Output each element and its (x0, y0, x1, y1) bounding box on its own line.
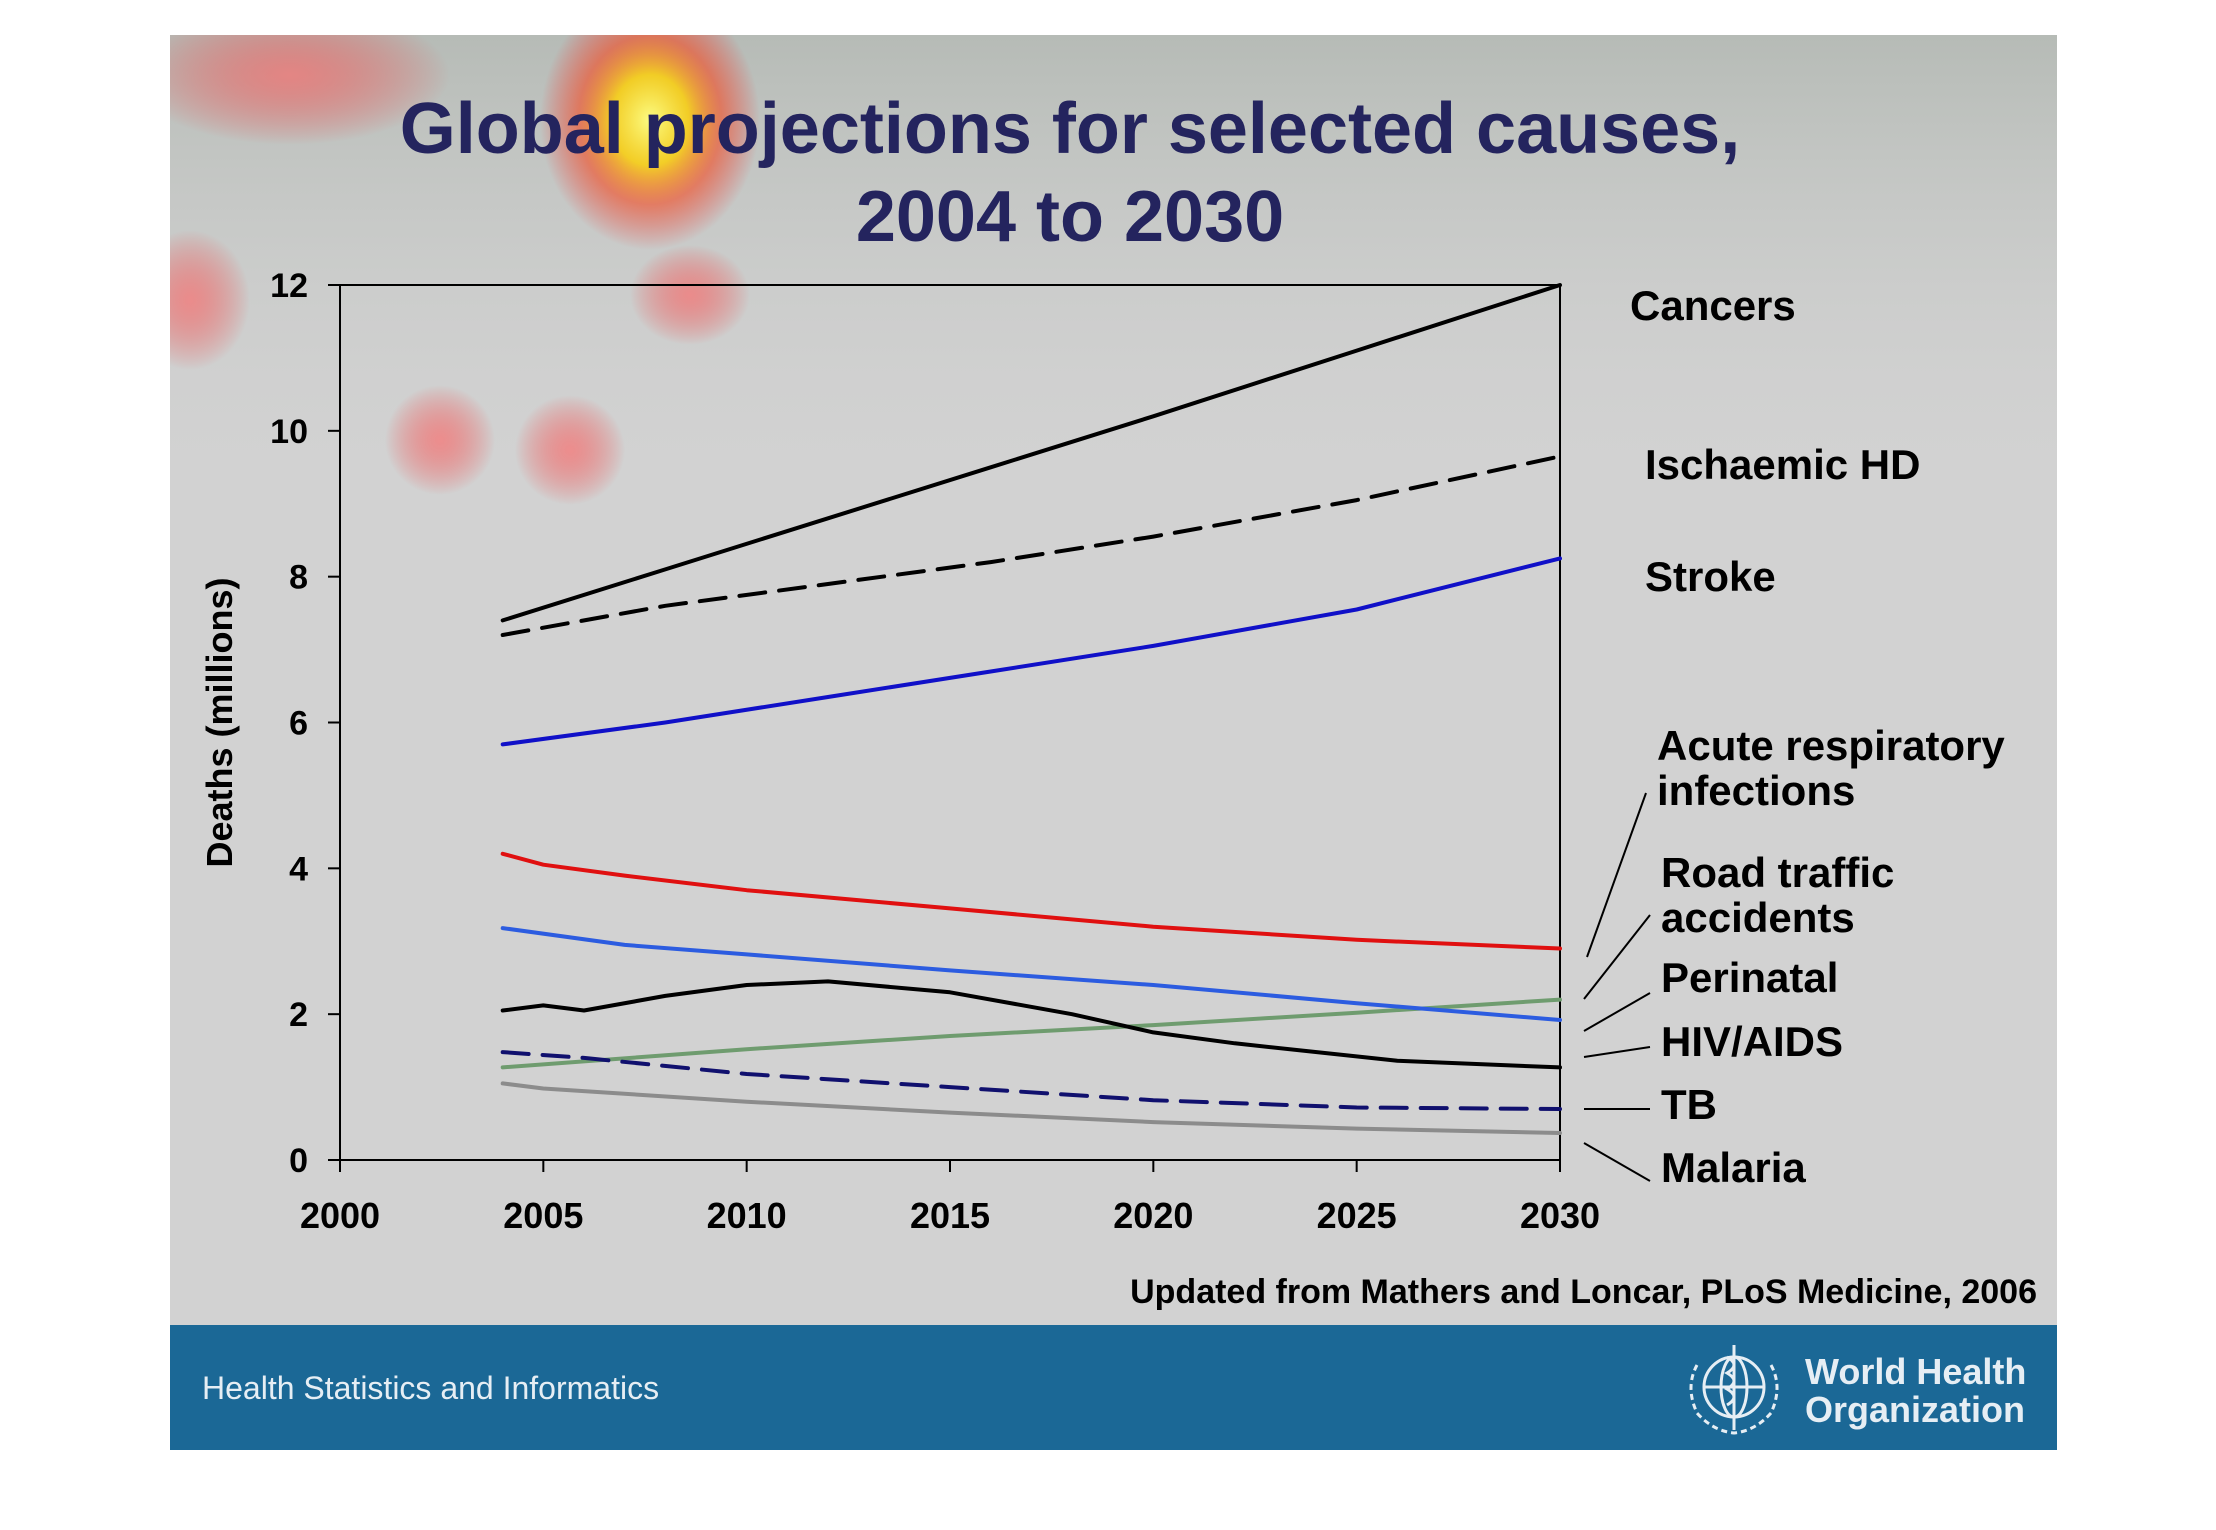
x-tick-label: 2005 (503, 1195, 583, 1236)
slide-title-line-1: Global projections for selected causes, (399, 89, 1741, 169)
line-labels: Cancers Ischaemic HD Stroke Acute respirato… (1583, 282, 2005, 1191)
line-label: TB (1661, 1081, 1717, 1128)
line-label: HIV/AIDS (1661, 1018, 1843, 1065)
who-emblem-icon (1689, 1345, 1779, 1435)
who-name: World Health Organization (1805, 1353, 2026, 1429)
x-tick-label: 2010 (707, 1195, 787, 1236)
slide-title-line-2: 2004 to 2030 (855, 177, 1285, 257)
line-label: accidents (1661, 894, 1855, 941)
y-tick-label: 10 (270, 413, 308, 451)
series-line-hiv-aids (500, 979, 1562, 1070)
y-tick-label: 12 (270, 267, 308, 305)
line-label: Acute respiratory (1657, 722, 2005, 769)
who-name-line-1: World Health (1805, 1351, 2027, 1392)
x-tick-label: 2025 (1317, 1195, 1397, 1236)
line-label: Road traffic (1661, 849, 1894, 896)
slide-title: Global projections for selected causes, … (170, 85, 1970, 261)
series-line-malaria (500, 1081, 1562, 1135)
y-tick-label: 2 (289, 996, 308, 1034)
y-tick-label: 4 (289, 850, 308, 888)
x-tick-label: 2015 (910, 1195, 990, 1236)
y-tick-label: 6 (289, 705, 308, 743)
who-name-line-2: Organization (1805, 1389, 2026, 1430)
line-label: Malaria (1661, 1144, 1806, 1191)
series-line-perinatal (500, 926, 1562, 1022)
y-tick-label: 8 (289, 559, 308, 597)
line-label: Stroke (1645, 553, 1776, 600)
series-layer (500, 283, 1562, 1135)
x-tick-label: 2030 (1520, 1195, 1600, 1236)
line-chart: 2000 2005 2010 2015 2020 2025 2030 0 2 4 6 8 10 12 Dea… (199, 267, 2005, 1236)
y-tick-label: 0 (289, 1142, 308, 1180)
source-note: Updated from Mathers and Loncar, PLoS Me… (1130, 1273, 2037, 1311)
series-line-road-traffic-accidents (500, 997, 1562, 1070)
series-line-tb (500, 1050, 1562, 1111)
x-tick-label: 2000 (300, 1195, 380, 1236)
label-leader-line (1583, 1142, 1651, 1182)
series-line-cancers (500, 283, 1562, 623)
plot-frame (339, 284, 1561, 1161)
label-leader-line (1586, 792, 1647, 958)
label-leader-line (1583, 1046, 1651, 1058)
label-leader-line (1583, 992, 1651, 1032)
x-tick-label: 2020 (1113, 1195, 1193, 1236)
series-line-stroke (500, 556, 1562, 747)
slide: Global projections for selected causes, … (170, 35, 2057, 1450)
footer-text: Health Statistics and Informatics (202, 1370, 660, 1406)
y-axis-label: Deaths (millions) (199, 577, 240, 867)
label-leader-line (1583, 914, 1651, 1000)
line-label: Ischaemic HD (1645, 441, 1920, 488)
series-line-ischaemic-hd (500, 454, 1562, 637)
series-line-acute-respiratory-infections (500, 851, 1562, 951)
chart-axes: 2000 2005 2010 2015 2020 2025 2030 0 2 4 6 8 10 12 Dea… (199, 267, 1600, 1236)
line-label: infections (1657, 767, 1855, 814)
footer-bar: Health Statistics and Informatics World … (170, 1325, 2057, 1450)
line-label: Cancers (1630, 282, 1796, 329)
line-label: Perinatal (1661, 954, 1838, 1001)
